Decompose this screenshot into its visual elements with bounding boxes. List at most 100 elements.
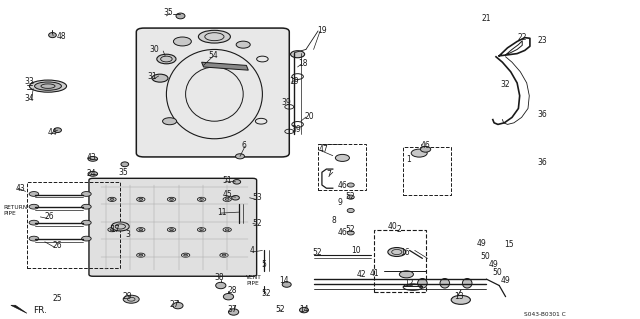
Text: 9: 9 xyxy=(338,198,343,207)
Text: 48: 48 xyxy=(56,32,66,41)
Text: 10: 10 xyxy=(351,246,360,255)
Text: 14: 14 xyxy=(280,276,289,285)
Ellipse shape xyxy=(29,191,38,196)
Bar xyxy=(27,182,120,268)
Text: 43: 43 xyxy=(86,153,96,162)
Text: 5: 5 xyxy=(261,260,266,269)
Text: 35: 35 xyxy=(118,168,128,177)
Ellipse shape xyxy=(35,82,61,90)
Text: 19: 19 xyxy=(317,26,326,35)
Text: 50: 50 xyxy=(480,252,490,261)
Text: 4: 4 xyxy=(250,246,255,255)
Text: S043-B0301 C: S043-B0301 C xyxy=(524,312,565,317)
Ellipse shape xyxy=(418,278,428,288)
Text: 45: 45 xyxy=(223,190,232,199)
Ellipse shape xyxy=(420,146,431,152)
Ellipse shape xyxy=(200,198,204,200)
Ellipse shape xyxy=(170,198,173,200)
Text: 3: 3 xyxy=(125,230,131,239)
Ellipse shape xyxy=(173,37,191,46)
Ellipse shape xyxy=(184,254,188,256)
Text: 6: 6 xyxy=(242,141,247,150)
Text: 35: 35 xyxy=(163,8,173,17)
Ellipse shape xyxy=(233,180,241,184)
Text: 49: 49 xyxy=(477,239,486,248)
Polygon shape xyxy=(202,62,248,70)
Text: 36: 36 xyxy=(538,110,547,119)
Text: 23: 23 xyxy=(538,36,547,45)
Text: 2: 2 xyxy=(397,225,401,234)
Text: 36: 36 xyxy=(538,158,547,167)
Ellipse shape xyxy=(152,74,168,82)
Ellipse shape xyxy=(440,278,449,288)
Ellipse shape xyxy=(110,229,114,231)
Ellipse shape xyxy=(399,271,413,278)
Text: 52: 52 xyxy=(253,219,262,228)
Ellipse shape xyxy=(139,254,143,256)
FancyBboxPatch shape xyxy=(136,28,289,157)
Text: 22: 22 xyxy=(517,33,527,42)
Polygon shape xyxy=(11,305,27,313)
Ellipse shape xyxy=(163,118,177,125)
Ellipse shape xyxy=(29,236,38,241)
Text: 18: 18 xyxy=(298,59,308,68)
Ellipse shape xyxy=(348,195,355,199)
Text: 28: 28 xyxy=(227,286,237,295)
Ellipse shape xyxy=(157,54,176,64)
Ellipse shape xyxy=(198,30,230,43)
Text: 46: 46 xyxy=(338,181,348,189)
Text: 7: 7 xyxy=(326,170,332,179)
Text: 49: 49 xyxy=(488,260,498,269)
Text: 52: 52 xyxy=(346,225,355,234)
Text: 25: 25 xyxy=(52,294,62,303)
Text: 12: 12 xyxy=(404,279,414,288)
Text: 34: 34 xyxy=(24,94,34,103)
Ellipse shape xyxy=(139,229,143,231)
Text: 31: 31 xyxy=(147,72,157,81)
Ellipse shape xyxy=(176,13,185,19)
Ellipse shape xyxy=(29,220,38,225)
Ellipse shape xyxy=(282,282,291,287)
Ellipse shape xyxy=(300,308,308,313)
Text: 29: 29 xyxy=(123,292,132,301)
Ellipse shape xyxy=(121,162,129,167)
Text: 46: 46 xyxy=(338,228,348,237)
Text: 19: 19 xyxy=(289,77,299,86)
Ellipse shape xyxy=(291,51,305,58)
Ellipse shape xyxy=(222,254,226,256)
Text: 53: 53 xyxy=(253,193,262,202)
Text: 37: 37 xyxy=(227,305,237,314)
FancyBboxPatch shape xyxy=(89,178,257,276)
Text: 52: 52 xyxy=(312,248,322,256)
Text: 26: 26 xyxy=(52,241,62,250)
Ellipse shape xyxy=(82,220,92,225)
Ellipse shape xyxy=(29,80,67,92)
Text: 52: 52 xyxy=(275,305,285,314)
Text: 49: 49 xyxy=(501,276,511,285)
Text: 40: 40 xyxy=(387,222,397,231)
Text: 15: 15 xyxy=(504,241,514,249)
Text: 50: 50 xyxy=(493,268,502,277)
Ellipse shape xyxy=(110,198,114,200)
Ellipse shape xyxy=(451,295,470,304)
Text: 8: 8 xyxy=(332,216,336,225)
Ellipse shape xyxy=(335,154,349,161)
Text: 1: 1 xyxy=(406,155,411,164)
Text: 17: 17 xyxy=(110,225,120,234)
Ellipse shape xyxy=(54,128,61,133)
Ellipse shape xyxy=(88,156,98,161)
Ellipse shape xyxy=(236,154,244,159)
Text: 43: 43 xyxy=(16,184,26,193)
Ellipse shape xyxy=(232,196,239,200)
Bar xyxy=(374,230,426,292)
Text: 13: 13 xyxy=(454,292,464,301)
Text: 30: 30 xyxy=(149,45,159,54)
Text: RETURN
PIPE: RETURN PIPE xyxy=(3,205,28,216)
Ellipse shape xyxy=(200,229,204,231)
Text: 24: 24 xyxy=(86,169,96,178)
Text: 11: 11 xyxy=(218,208,227,217)
Text: 32: 32 xyxy=(500,80,510,89)
Text: 39: 39 xyxy=(291,125,301,134)
Ellipse shape xyxy=(139,198,143,200)
Ellipse shape xyxy=(225,229,229,231)
